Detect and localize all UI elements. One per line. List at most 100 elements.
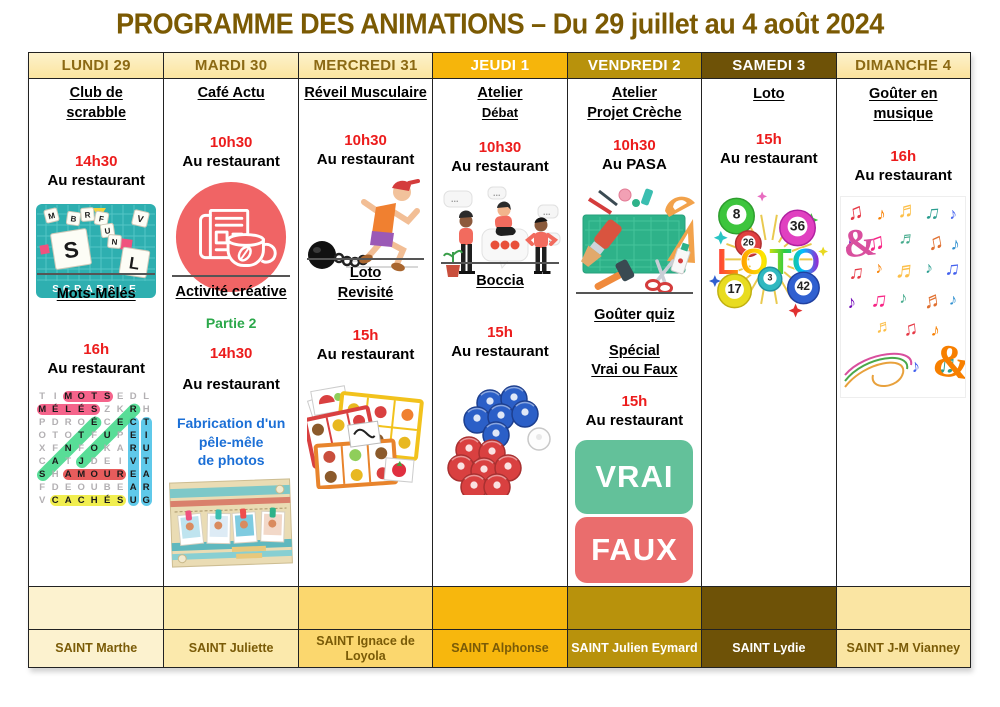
word-search-letter: V (130, 456, 137, 468)
word-search-letter: R (64, 417, 72, 429)
day-color-band-lundi-29 (29, 586, 164, 629)
activity-divider (172, 275, 290, 277)
program-table: LUNDI 29 Club de scrabble 14h30 Au restauran… (28, 52, 971, 668)
activity-part-label: Partie 2 (205, 314, 257, 331)
word-search-letter: R (116, 469, 124, 481)
day-color-band-jeudi-1 (433, 586, 567, 629)
activity-title: Goûter en (869, 86, 938, 102)
activity-title: Goûter quiz (594, 307, 675, 323)
word-search-letter: Z (104, 404, 111, 416)
food-loto-image (302, 381, 425, 494)
activity-lundi-29-1: Mots-Mêlés 16h Au restaurant T I M O T S E D L M É L É S… (29, 275, 163, 586)
activity-divider (441, 262, 559, 264)
word-search-letter: D (129, 391, 137, 403)
activity-title: Mots-Mêlés (56, 286, 136, 302)
music-staff-swirl (844, 352, 913, 388)
activity-time: 10h30 (209, 133, 253, 151)
word-search-letter: E (130, 469, 137, 481)
word-search-letter: E (117, 417, 124, 429)
day-header-lundi-29: LUNDI 29 (29, 53, 164, 79)
word-search-letter: T (91, 391, 98, 403)
music-note-icon: ♪ (948, 291, 959, 310)
loto-balls-image: 8 36 26 LOTO 3 17 42 (707, 186, 831, 325)
word-search-letter: L (65, 404, 72, 416)
word-search-letter: A (129, 482, 137, 494)
music-note-icon: ♪ (876, 203, 888, 225)
activity-mercredi-31-0: Réveil Musculaire 10h30 Au restaurant (299, 79, 432, 272)
word-search-letter: P (117, 430, 124, 442)
activity-location: Au restaurant (47, 359, 145, 377)
day-color-band-dimanche-4 (836, 586, 970, 629)
activity-divider (306, 258, 425, 260)
word-search-letter: K (116, 404, 124, 416)
word-search-letter: T (65, 456, 72, 468)
word-search-letter: D (51, 417, 59, 429)
day-content-mardi-30: Café Actu 10h30 Au restaurant Activité cré… (164, 79, 298, 586)
activity-jeudi-1-0: Atelier Débat 10h30 Au restaurant .........… (433, 79, 566, 277)
svg-text:26: 26 (743, 238, 754, 249)
word-search-letter: T (52, 430, 59, 442)
activity-title: Café Actu (197, 85, 265, 101)
svg-text:R: R (84, 210, 91, 219)
page-title: PROGRAMME DES ANIMATIONS – Du 29 juillet… (116, 8, 884, 40)
activity-vendredi-2-1: Goûter quiz Spécial Vrai ou Faux 15h Au rest… (568, 294, 701, 586)
day-header-mercredi-31: MERCREDI 31 (298, 53, 433, 79)
word-search-letter: U (90, 482, 98, 494)
activity-location: Au PASA (602, 156, 667, 174)
word-search-letter: É (104, 495, 111, 507)
word-search-letter: A (64, 469, 72, 481)
word-search-letter: M (64, 391, 73, 403)
word-search-letter: S (91, 404, 98, 416)
activity-title: Atelier (611, 85, 657, 101)
word-search-letter: H (51, 469, 59, 481)
word-search-letter: J (78, 456, 84, 468)
activity-title: Loto (753, 86, 785, 102)
word-search-highlight-mélés (36, 404, 100, 416)
activity-title: Projet Crèche (587, 104, 682, 121)
activity-time: 16h (83, 340, 110, 358)
activity-image-box (169, 477, 294, 574)
activity-location: Au restaurant (585, 411, 684, 429)
activity-time: 10h30 (478, 139, 522, 157)
word-search-letter: C (129, 417, 137, 429)
word-search-letter: L (143, 391, 150, 403)
activity-time: 15h (621, 392, 648, 410)
activity-time: 10h30 (344, 131, 387, 149)
word-search-letter: S (117, 495, 124, 507)
word-search-highlight-cachés (49, 495, 126, 507)
saint-cell-mardi-30: SAINT Juliette (164, 629, 298, 667)
word-search-letter: O (90, 443, 98, 455)
word-search-letter: F (39, 482, 46, 494)
activity-samedi-3-0: Loto 15h Au restaurant 8 36 26 LOTO 3 17 4… (702, 79, 835, 586)
saint-cell-samedi-3: SAINT Lydie (702, 629, 836, 667)
svg-text:...: ... (451, 194, 459, 204)
day-column-samedi-3: SAMEDI 3 Loto 15h Au restaurant 8 36 26 LOT… (701, 53, 836, 667)
word-search-letter: A (51, 456, 59, 468)
word-search-letter: E (130, 430, 137, 442)
activity-title: Débat (481, 104, 519, 120)
word-search-highlight-amour (62, 469, 126, 481)
activity-subtitle: Vrai ou Faux (591, 362, 678, 379)
svg-text:M: M (48, 211, 57, 221)
activity-title: musique (873, 105, 934, 122)
word-search-letter: H (90, 495, 98, 507)
day-column-jeudi-1: JEUDI 1 Atelier Débat 10h30 Au restaurant ..… (432, 53, 567, 667)
word-search-letter: C (38, 456, 46, 468)
saint-cell-vendredi-2: SAINT Julien Eymard (567, 629, 702, 667)
word-search-highlight-gratuit (140, 417, 152, 507)
svg-text:S: S (62, 236, 81, 263)
music-note-icon: ♫ (869, 285, 890, 313)
music-note-icon: ♬ (893, 255, 921, 286)
word-search-letter: O (38, 430, 46, 442)
svg-text:...: ... (543, 207, 551, 217)
day-column-vendredi-2: VENDREDI 2 Atelier Projet Crèche 10h30 Au PA… (566, 53, 702, 667)
word-search-letter: O (90, 469, 98, 481)
word-search-letter: H (142, 404, 150, 416)
word-search-letter: X (39, 443, 46, 455)
word-search-letter: T (39, 391, 46, 403)
word-search-letter: G (142, 495, 150, 507)
word-search-letter: U (103, 469, 111, 481)
activity-image-box: VRAI FAUX (575, 440, 694, 584)
svg-text:V: V (136, 213, 145, 224)
